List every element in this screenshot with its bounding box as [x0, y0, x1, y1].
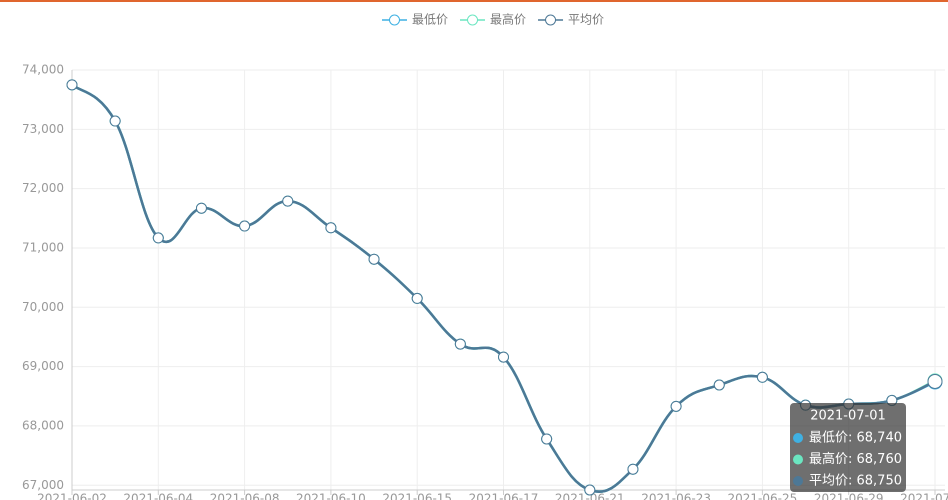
tooltip-box	[790, 403, 906, 492]
point	[109, 115, 121, 127]
point	[282, 195, 294, 207]
x-tick-label: 2021-06-21	[555, 492, 625, 500]
y-tick-label: 68,000	[22, 418, 64, 432]
y-tick-label: 67,000	[22, 478, 64, 492]
x-tick-label: 2021-06-02	[37, 492, 107, 500]
y-tick-label: 70,000	[22, 300, 64, 314]
tooltip-row: 最低价: 68,740	[809, 431, 902, 446]
point	[66, 79, 78, 91]
point	[713, 379, 725, 391]
point	[627, 463, 639, 475]
y-tick-label: 74,000	[22, 63, 64, 77]
point	[454, 338, 466, 350]
point	[756, 371, 768, 383]
point	[584, 484, 596, 496]
x-tick-label: 2021-06-23	[641, 492, 711, 500]
y-tick-label: 71,000	[22, 240, 64, 254]
point	[325, 222, 337, 234]
point	[368, 253, 380, 265]
point	[195, 202, 207, 214]
point	[411, 292, 423, 304]
tooltip-title: 2021-07-01	[810, 409, 886, 424]
y-tick-label: 73,000	[22, 122, 64, 136]
point	[927, 373, 943, 389]
point	[152, 232, 164, 244]
x-tick-label: 2021-06-15	[382, 492, 452, 500]
x-tick-label: 2021-07-01	[900, 492, 948, 500]
point	[239, 220, 251, 232]
legend-marker	[545, 14, 557, 26]
x-tick-label: 2021-06-08	[210, 492, 280, 500]
x-tick-label: 2021-06-29	[814, 492, 884, 500]
point	[498, 351, 509, 363]
y-tick-label: 72,000	[22, 181, 64, 195]
tooltip-dot	[793, 454, 803, 465]
x-tick-label: 2021-06-04	[123, 492, 193, 500]
legend-label: 平均价	[568, 13, 604, 27]
x-tick-label: 2021-06-25	[728, 492, 798, 500]
legend: 最低价 最高价 平均价	[382, 12, 604, 27]
point	[541, 433, 553, 445]
x-tick-label: 2021-06-10	[296, 492, 366, 500]
legend-marker	[389, 14, 400, 26]
x-tick-label: 2021-06-17	[469, 492, 539, 500]
y-tick-label: 69,000	[22, 359, 64, 373]
legend-marker	[467, 14, 479, 26]
tooltip-row: 最高价: 68,760	[809, 451, 902, 467]
legend-label: 最低价	[412, 13, 448, 27]
top-border	[0, 0, 948, 2]
point	[670, 400, 682, 412]
tooltip: 2021-07-01 最低价: 68,740 最高价: 68,760 平均价: 68,…	[790, 403, 906, 492]
tooltip-dot	[793, 433, 803, 443]
tooltip-row: 平均价: 68,750	[809, 474, 902, 489]
tooltip-dot	[793, 476, 803, 486]
legend-label: 最高价	[490, 12, 526, 27]
